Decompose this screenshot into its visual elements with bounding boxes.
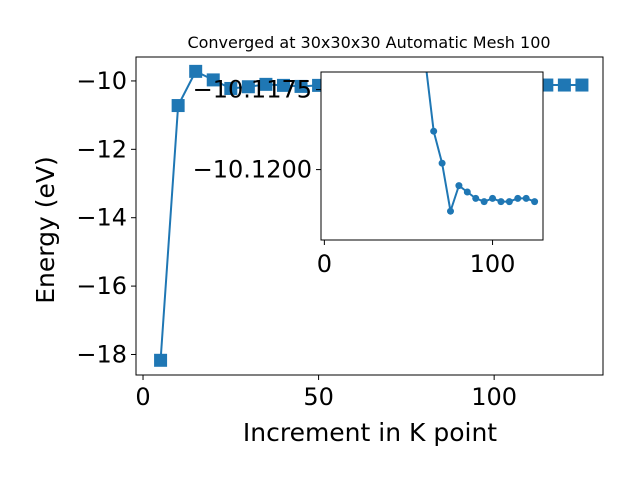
main-ytick-label-3: −12	[76, 135, 127, 163]
inset-point-4	[455, 182, 463, 190]
inset-point-13	[531, 198, 539, 206]
y-axis-label: Energy (eV)	[31, 156, 60, 303]
chart-title: Converged at 30x30x30 Automatic Mesh 100	[187, 33, 550, 52]
main-point-8	[294, 79, 308, 93]
main-point-24	[575, 78, 589, 92]
main-ytick-label-0: −18	[76, 340, 127, 368]
main-point-23	[557, 78, 571, 92]
inset-xtick-label-1: 100	[470, 250, 516, 278]
main-ytick-label-2: −14	[76, 204, 127, 232]
inset-point-1	[430, 127, 438, 135]
inset-ytick-label-0: −10.1200	[193, 156, 312, 184]
inset-point-8	[489, 194, 497, 202]
inset-point-6	[472, 194, 480, 202]
main-point-0	[154, 353, 168, 367]
inset-xtick-label-0: 0	[317, 250, 332, 278]
x-axis-label: Increment in K point	[243, 418, 497, 447]
inset-point-3	[447, 207, 454, 215]
inset-ytick-label-1: −10.1175	[193, 76, 312, 104]
inset-point-2	[438, 159, 446, 167]
inset-point-11	[514, 194, 522, 202]
main-ytick-label-1: −16	[76, 272, 127, 300]
inset-plot-area	[321, 72, 543, 240]
inset-series	[425, 72, 539, 215]
main-ytick-label-4: −10	[76, 67, 127, 95]
inset-plot: 0 100 −10.1200 −10.1175	[193, 71, 544, 278]
inset-frame	[320, 71, 544, 241]
inset-point-12	[522, 194, 530, 202]
inset-point-5	[463, 188, 471, 196]
main-xtick-label-0: 0	[135, 383, 150, 411]
main-point-5	[241, 80, 255, 94]
main-point-1	[171, 99, 185, 113]
main-point-3	[206, 73, 220, 87]
main-point-7	[276, 78, 290, 92]
inset-point-7	[480, 198, 488, 206]
main-frame	[135, 56, 604, 376]
main-point-6	[259, 77, 273, 91]
inset-point-9	[497, 198, 505, 206]
main-point-22	[540, 78, 554, 92]
main-point-4	[224, 81, 238, 95]
main-xtick-label-1: 50	[303, 383, 334, 411]
main-xtick-label-2: 100	[471, 383, 517, 411]
main-point-2	[189, 64, 203, 78]
inset-point-10	[505, 198, 513, 206]
